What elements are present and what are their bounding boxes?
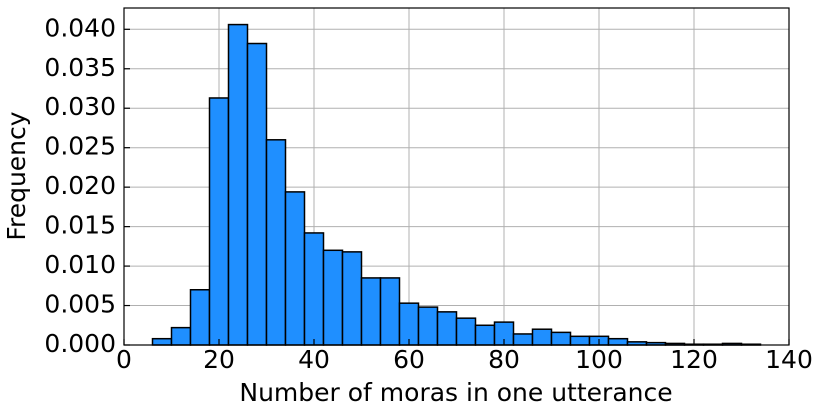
bar (531, 328, 553, 346)
bar (360, 277, 382, 346)
x-axis-label: Number of moras in one utterance (239, 378, 672, 407)
bar (246, 42, 268, 346)
bar (170, 326, 192, 346)
bar (569, 335, 591, 346)
bar (341, 251, 363, 346)
y-tick-label: 0.025 (44, 132, 116, 161)
plot-frame (123, 7, 790, 346)
bar (227, 23, 249, 346)
bar (151, 337, 173, 346)
x-tick-label: 60 (393, 345, 425, 374)
y-axis-label: Frequency (2, 111, 31, 240)
bar (455, 317, 477, 346)
x-tick-label: 140 (765, 345, 813, 374)
bar (436, 311, 458, 346)
x-tick-label: 20 (203, 345, 235, 374)
x-tick-label: 0 (116, 345, 132, 374)
x-tick-label: 80 (488, 345, 520, 374)
bar (379, 277, 401, 346)
bar (265, 139, 287, 346)
bar (189, 289, 211, 346)
bar (284, 191, 306, 346)
bar (474, 324, 496, 346)
bar (303, 232, 325, 346)
bar (398, 302, 420, 346)
x-tick-label: 120 (670, 345, 718, 374)
y-tick-label: 0.040 (44, 13, 116, 42)
y-tick-label: 0.015 (44, 211, 116, 240)
y-tick-label: 0.030 (44, 92, 116, 121)
y-tick-label: 0.020 (44, 171, 116, 200)
x-tick-label: 40 (298, 345, 330, 374)
y-tick-label: 0.010 (44, 250, 116, 279)
y-tick-label: 0.005 (44, 290, 116, 319)
bar (417, 306, 439, 346)
bar (322, 249, 344, 346)
bar (208, 97, 230, 346)
bar (550, 331, 572, 346)
y-tick-label: 0.035 (44, 53, 116, 82)
y-tick-label: 0.000 (44, 329, 116, 358)
x-tick-label: 100 (575, 345, 623, 374)
bar (512, 333, 534, 346)
